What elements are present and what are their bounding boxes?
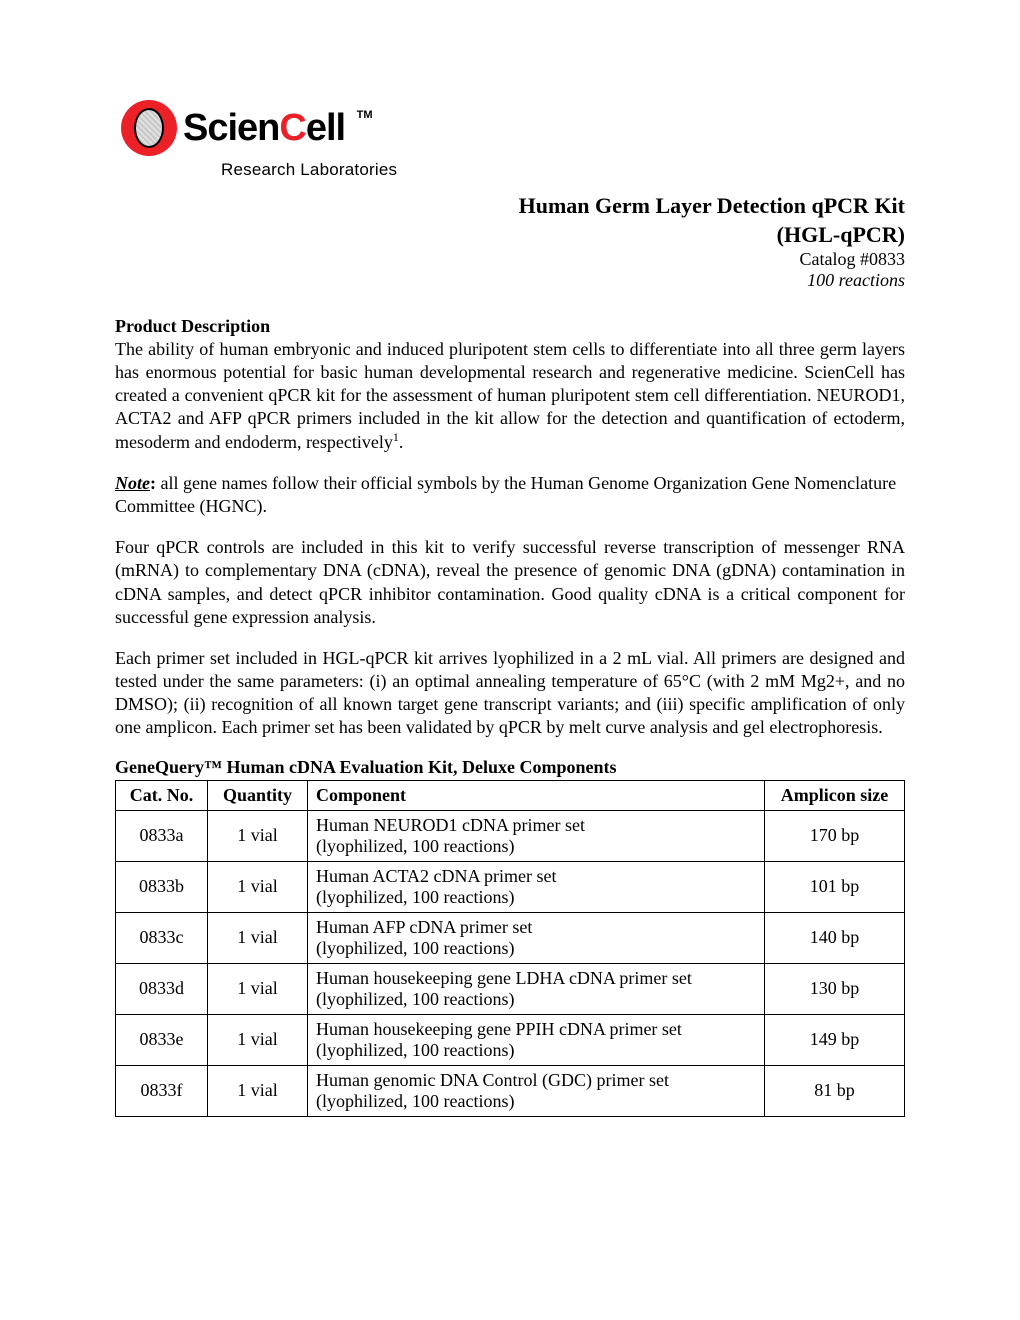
logo-part3: ell	[306, 107, 345, 149]
cell-amplicon: 81 bp	[765, 1065, 905, 1116]
cell-component: Human housekeeping gene LDHA cDNA primer…	[308, 963, 765, 1014]
cell-amplicon: 130 bp	[765, 963, 905, 1014]
cell-component: Human housekeeping gene PPIH cDNA primer…	[308, 1014, 765, 1065]
title-block: Human Germ Layer Detection qPCR Kit (HGL…	[115, 192, 905, 291]
catalog-number: Catalog #0833	[115, 249, 905, 270]
table-row: 0833f 1 vial Human genomic DNA Control (…	[116, 1065, 905, 1116]
cell-qty: 1 vial	[208, 861, 308, 912]
product-description-body: The ability of human embryonic and induc…	[115, 339, 905, 452]
component-subline: (lyophilized, 100 reactions)	[316, 1091, 756, 1112]
table-row: 0833d 1 vial Human housekeeping gene LDH…	[116, 963, 905, 1014]
cell-catno: 0833e	[116, 1014, 208, 1065]
col-header-catno: Cat. No.	[116, 780, 208, 810]
cell-component: Human NEUROD1 cDNA primer set(lyophilize…	[308, 810, 765, 861]
cell-catno: 0833c	[116, 912, 208, 963]
note-label: Note	[115, 473, 150, 493]
component-name: Human housekeeping gene PPIH cDNA primer…	[316, 1019, 682, 1039]
cell-amplicon: 149 bp	[765, 1014, 905, 1065]
cell-component: Human AFP cDNA primer set(lyophilized, 1…	[308, 912, 765, 963]
cell-amplicon: 101 bp	[765, 861, 905, 912]
cell-qty: 1 vial	[208, 1014, 308, 1065]
table-row: 0833b 1 vial Human ACTA2 cDNA primer set…	[116, 861, 905, 912]
cell-amplicon: 140 bp	[765, 912, 905, 963]
logo-subline: Research Laboratories	[221, 160, 905, 180]
note-paragraph: Note: all gene names follow their offici…	[115, 472, 905, 518]
product-description-paragraph: Product Description The ability of human…	[115, 315, 905, 454]
primer-paragraph: Each primer set included in HGL-qPCR kit…	[115, 647, 905, 739]
cell-qty: 1 vial	[208, 810, 308, 861]
component-subline: (lyophilized, 100 reactions)	[316, 887, 756, 908]
component-subline: (lyophilized, 100 reactions)	[316, 836, 756, 857]
cell-component: Human genomic DNA Control (GDC) primer s…	[308, 1065, 765, 1116]
component-name: Human NEUROD1 cDNA primer set	[316, 815, 585, 835]
logo-part1: Scien	[183, 107, 279, 149]
table-row: 0833e 1 vial Human housekeeping gene PPI…	[116, 1014, 905, 1065]
product-description-heading: Product Description	[115, 316, 270, 336]
col-header-quantity: Quantity	[208, 780, 308, 810]
component-name: Human AFP cDNA primer set	[316, 917, 532, 937]
cell-catno: 0833d	[116, 963, 208, 1014]
controls-paragraph: Four qPCR controls are included in this …	[115, 536, 905, 628]
cell-amplicon: 170 bp	[765, 810, 905, 861]
note-body: all gene names follow their official sym…	[115, 473, 896, 516]
logo-part2: C	[279, 107, 305, 149]
component-subline: (lyophilized, 100 reactions)	[316, 989, 756, 1010]
product-description-tail: .	[399, 432, 404, 452]
table-header-row: Cat. No. Quantity Component Amplicon siz…	[116, 780, 905, 810]
table-row: 0833a 1 vial Human NEUROD1 cDNA primer s…	[116, 810, 905, 861]
cell-catno: 0833f	[116, 1065, 208, 1116]
product-title-line1: Human Germ Layer Detection qPCR Kit	[115, 192, 905, 221]
logo-mark-icon	[121, 100, 177, 156]
cell-catno: 0833a	[116, 810, 208, 861]
cell-qty: 1 vial	[208, 1065, 308, 1116]
logo-text: ScienCell	[183, 107, 355, 149]
component-subline: (lyophilized, 100 reactions)	[316, 1040, 756, 1061]
component-subline: (lyophilized, 100 reactions)	[316, 938, 756, 959]
component-name: Human housekeeping gene LDHA cDNA primer…	[316, 968, 692, 988]
cell-catno: 0833b	[116, 861, 208, 912]
table-row: 0833c 1 vial Human AFP cDNA primer set(l…	[116, 912, 905, 963]
reactions-count: 100 reactions	[115, 270, 905, 291]
components-table-title: GeneQuery™ Human cDNA Evaluation Kit, De…	[115, 757, 905, 778]
components-table: Cat. No. Quantity Component Amplicon siz…	[115, 780, 905, 1117]
note-colon: :	[150, 473, 161, 493]
component-name: Human ACTA2 cDNA primer set	[316, 866, 557, 886]
col-header-component: Component	[308, 780, 765, 810]
fingerprint-icon	[134, 108, 164, 148]
component-name: Human genomic DNA Control (GDC) primer s…	[316, 1070, 669, 1090]
company-logo: ScienCell TM	[121, 100, 905, 156]
product-title-line2: (HGL-qPCR)	[115, 221, 905, 250]
cell-qty: 1 vial	[208, 912, 308, 963]
logo-tm: TM	[357, 109, 373, 121]
col-header-amplicon: Amplicon size	[765, 780, 905, 810]
cell-qty: 1 vial	[208, 963, 308, 1014]
cell-component: Human ACTA2 cDNA primer set(lyophilized,…	[308, 861, 765, 912]
